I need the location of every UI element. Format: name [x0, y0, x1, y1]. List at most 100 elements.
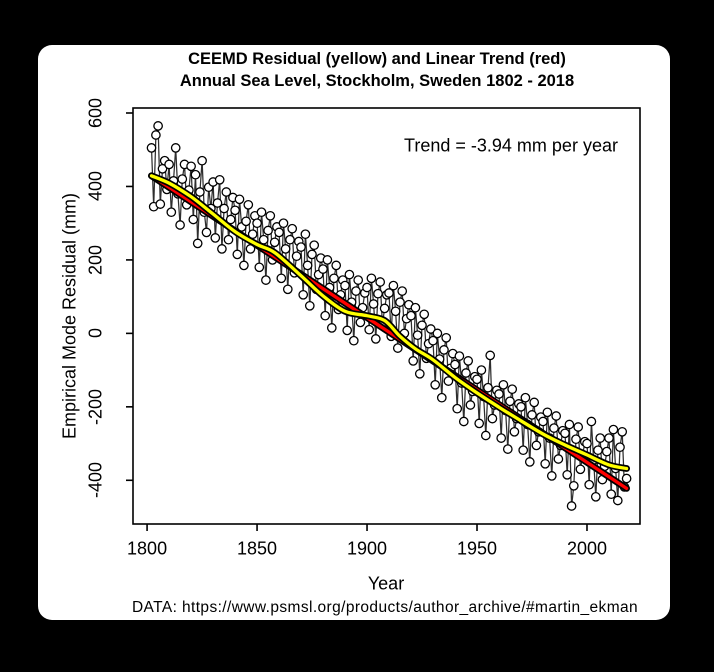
data-point — [225, 214, 236, 225]
data-point — [505, 396, 515, 407]
data-point — [612, 495, 623, 506]
y-tick-label: 0 — [85, 328, 106, 339]
data-point — [276, 273, 287, 284]
data-point — [540, 458, 551, 469]
data-point — [520, 392, 531, 403]
data-point — [195, 187, 205, 197]
y-tick-label: 600 — [85, 97, 106, 129]
data-point — [397, 286, 408, 296]
data-point — [417, 320, 427, 331]
data-point — [234, 194, 245, 205]
data-point — [606, 489, 617, 500]
data-point — [408, 356, 419, 366]
data-point — [256, 207, 267, 218]
data-point — [223, 234, 234, 245]
data-point — [146, 143, 157, 153]
data-point — [230, 205, 240, 216]
data-point — [601, 446, 612, 457]
data-point — [261, 275, 271, 285]
data-point — [483, 382, 493, 393]
data-point — [282, 284, 293, 295]
x-tick-label: 1900 — [347, 538, 388, 559]
data-point — [353, 275, 364, 285]
data-point — [344, 269, 355, 280]
data-point — [566, 501, 577, 511]
y-axis-title: Empirical Mode Residual (mm) — [59, 192, 80, 440]
data-point — [502, 444, 513, 454]
data-point — [458, 416, 469, 427]
data-point — [463, 356, 474, 366]
data-point — [395, 297, 405, 308]
data-point — [406, 310, 416, 321]
data-point — [379, 303, 390, 314]
data-point — [210, 233, 221, 243]
data-point — [472, 374, 482, 385]
data-point — [221, 187, 232, 197]
data-point — [615, 442, 625, 453]
data-point — [443, 376, 454, 386]
x-tick-label: 1850 — [237, 538, 278, 559]
data-point — [197, 155, 207, 166]
data-point — [166, 207, 177, 218]
data-point — [454, 351, 465, 361]
data-point — [366, 273, 377, 284]
data-point — [595, 433, 606, 443]
data-point — [263, 225, 273, 236]
data-point — [217, 244, 227, 254]
data-point — [192, 238, 203, 249]
data-point — [452, 403, 463, 414]
data-point — [368, 299, 379, 309]
data-point — [524, 457, 535, 467]
x-axis-title: Year — [367, 573, 405, 594]
data-point — [373, 288, 383, 299]
data-point — [608, 424, 619, 435]
data-point — [153, 121, 163, 131]
data-point — [348, 335, 359, 346]
data-point — [388, 280, 399, 291]
data-point — [439, 345, 449, 355]
data-point — [164, 159, 174, 170]
data-point — [428, 335, 438, 346]
data-point — [551, 411, 562, 421]
chart-subtitle: Annual Sea Level, Stockholm, Sweden 1802… — [179, 72, 575, 90]
data-point — [151, 130, 161, 140]
data-point — [531, 440, 542, 451]
data-point — [529, 397, 540, 408]
data-point — [430, 379, 441, 390]
data-point — [568, 480, 579, 491]
data-point — [322, 255, 333, 265]
data-point — [309, 240, 320, 251]
ceemd-residual-curve — [149, 174, 629, 471]
data-point — [474, 418, 485, 429]
data-point — [509, 426, 520, 437]
data-point — [298, 289, 309, 300]
data-point — [584, 479, 595, 490]
data-point — [302, 260, 313, 271]
data-point — [201, 227, 212, 238]
data-point — [617, 426, 628, 437]
data-point — [516, 401, 526, 412]
data-point — [219, 203, 229, 214]
data-point — [546, 471, 557, 481]
data-point — [285, 234, 295, 245]
data-point — [232, 249, 243, 260]
data-point — [553, 454, 564, 464]
data-point — [573, 422, 584, 432]
x-tick-label: 1950 — [456, 538, 498, 559]
data-point — [476, 365, 487, 375]
data-point — [351, 286, 361, 296]
data-point — [414, 368, 425, 379]
data-point — [307, 249, 317, 260]
data-point — [241, 216, 251, 227]
data-point — [485, 350, 496, 361]
trend-annotation: Trend = -3.94 mm per year — [404, 135, 618, 156]
data-point — [265, 210, 276, 221]
data-point — [412, 330, 423, 341]
data-point — [487, 413, 498, 424]
data-point — [296, 242, 306, 252]
data-point — [214, 174, 225, 185]
data-point — [527, 410, 537, 420]
x-tick-label: 1800 — [127, 538, 168, 559]
data-source-caption: DATA: https://www.psmsl.org/products/aut… — [131, 599, 639, 616]
